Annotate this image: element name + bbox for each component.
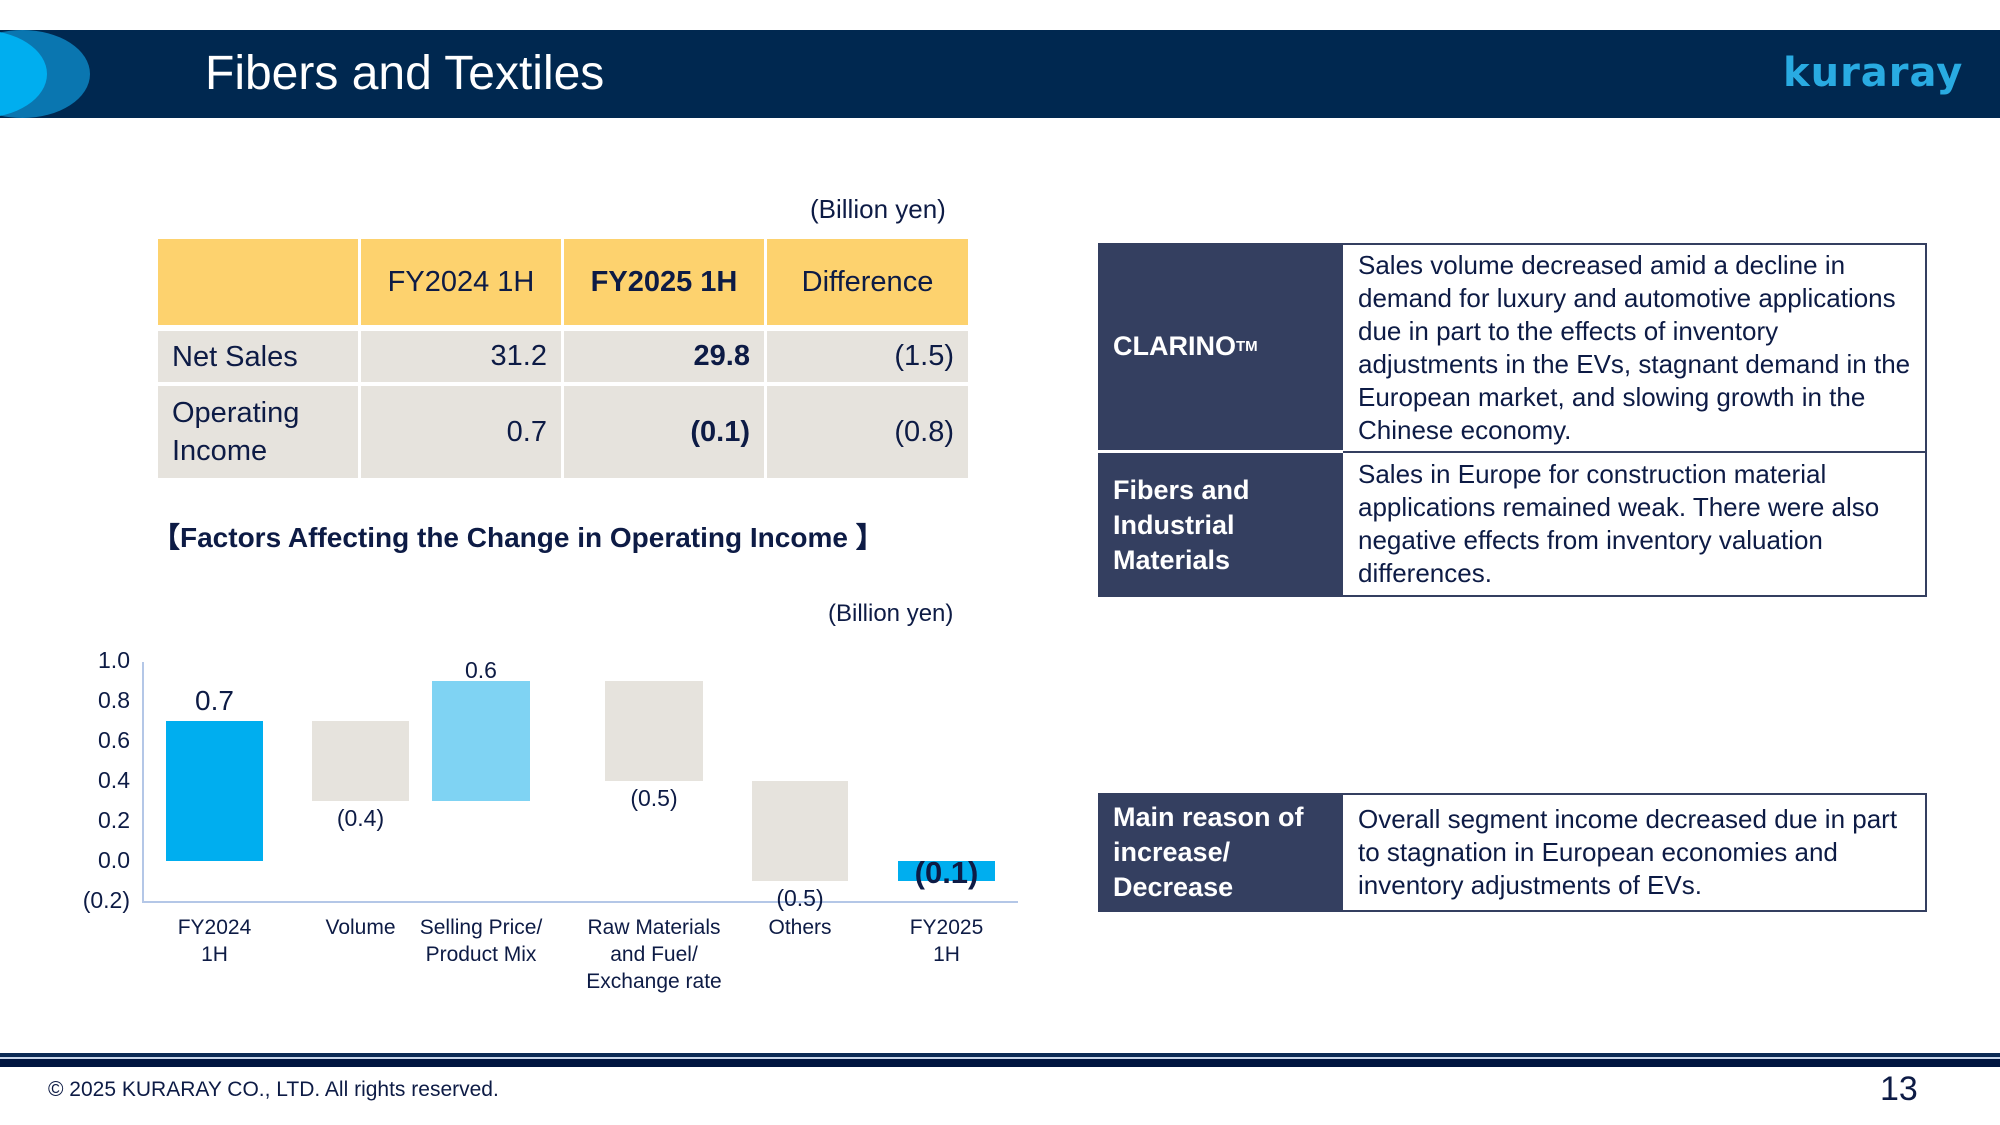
page-title: Fibers and Textiles [205, 47, 605, 100]
operating-income-fy2024: 0.7 [361, 386, 561, 478]
x-category-label: Volume [325, 916, 396, 939]
page-number: 13 [1880, 1070, 1918, 1108]
header-bar [0, 30, 2000, 118]
footer-divider-bottom [0, 1059, 2000, 1067]
net-sales-fy2025: 29.8 [564, 331, 764, 382]
explanation-clarino: CLARINO TM Sales volume decreased amid a … [1098, 243, 1927, 453]
explanation-label-clarino: CLARINO TM [1098, 243, 1343, 453]
operating-income-difference: (0.8) [767, 386, 968, 478]
y-tick-label: 0.8 [98, 687, 130, 713]
x-axis-line [142, 901, 1018, 903]
table-header-fy2025: FY2025 1H [564, 239, 764, 325]
chart-bar [605, 681, 703, 781]
footer-divider-highlight [0, 1057, 2000, 1059]
explanation-text-main-reason: Overall segment income decreased due in … [1343, 793, 1927, 912]
trademark-symbol: TM [1236, 338, 1258, 355]
table-header-fy2024: FY2024 1H [361, 239, 561, 325]
x-category-label: FY2024 1H [177, 916, 252, 966]
operating-income-label-line2: Income [172, 435, 268, 467]
net-sales-difference: (1.5) [767, 331, 968, 382]
waterfall-chart: 1.0 0.8 0.6 0.4 0.2 0.0 (0.2) 0.7 (0.4) 0.6 (0.5)… [0, 0, 1060, 1020]
footer-divider [0, 1053, 2000, 1057]
kuraray-logo: kuraray [1783, 50, 1964, 96]
bar-value-label: (0.1) [914, 855, 979, 890]
bar-value-label: 0.6 [465, 657, 497, 683]
net-sales-fy2024: 31.2 [361, 331, 561, 382]
chart-bar [752, 781, 848, 881]
x-category-label: FY2025 1H [909, 916, 984, 966]
operating-income-fy2025: (0.1) [564, 386, 764, 478]
explanation-text-clarino: Sales volume decreased amid a decline in… [1343, 243, 1927, 453]
clarino-label-text: CLARINO [1113, 331, 1236, 361]
y-tick-label: 0.2 [98, 807, 130, 833]
chart-unit-label: (Billion yen) [828, 600, 954, 627]
operating-income-label-line1: Operating [172, 397, 300, 429]
bar-value-label: 0.7 [195, 685, 234, 716]
explanation-label-fibers-industrial: Fibers and Industrial Materials [1098, 453, 1343, 597]
table-row-label-net-sales: Net Sales [158, 331, 358, 382]
explanation-label-main-reason: Main reason of increase/ Decrease [1098, 793, 1343, 912]
chart-bar [898, 861, 995, 881]
copyright-text: © 2025 KURARAY CO., LTD. All rights rese… [48, 1078, 499, 1101]
chart-bar [432, 681, 530, 801]
explanation-text-fibers-industrial: Sales in Europe for construction materia… [1343, 453, 1927, 597]
factors-section-heading: 【Factors Affecting the Change in Operati… [152, 522, 884, 553]
y-axis-line [142, 662, 144, 903]
x-category-label: Raw Materials and Fuel/ Exchange rate [586, 916, 722, 993]
y-tick-label: (0.2) [82, 887, 130, 913]
x-category-label: Others [768, 916, 832, 939]
y-tick-label: 1.0 [98, 647, 130, 673]
table-header-blank [158, 239, 358, 325]
table-unit-label: (Billion yen) [810, 194, 946, 224]
chart-bar [166, 721, 263, 861]
y-tick-label: 0.4 [98, 767, 130, 793]
table-header-difference: Difference [767, 239, 968, 325]
table-row-label-operating-income: Operating Income [158, 386, 358, 478]
explanation-fibers-industrial: Fibers and Industrial Materials Sales in… [1098, 453, 1927, 597]
bar-value-label: (0.5) [630, 785, 678, 811]
y-tick-label: 0.0 [98, 847, 130, 873]
x-category-label: Selling Price/ Product Mix [419, 916, 543, 966]
bar-value-label: (0.4) [336, 805, 385, 831]
bar-value-label: (0.5) [776, 885, 824, 911]
chart-bar [312, 721, 409, 801]
explanation-main-reason: Main reason of increase/ Decrease Overal… [1098, 793, 1927, 912]
y-tick-label: 0.6 [98, 727, 130, 753]
